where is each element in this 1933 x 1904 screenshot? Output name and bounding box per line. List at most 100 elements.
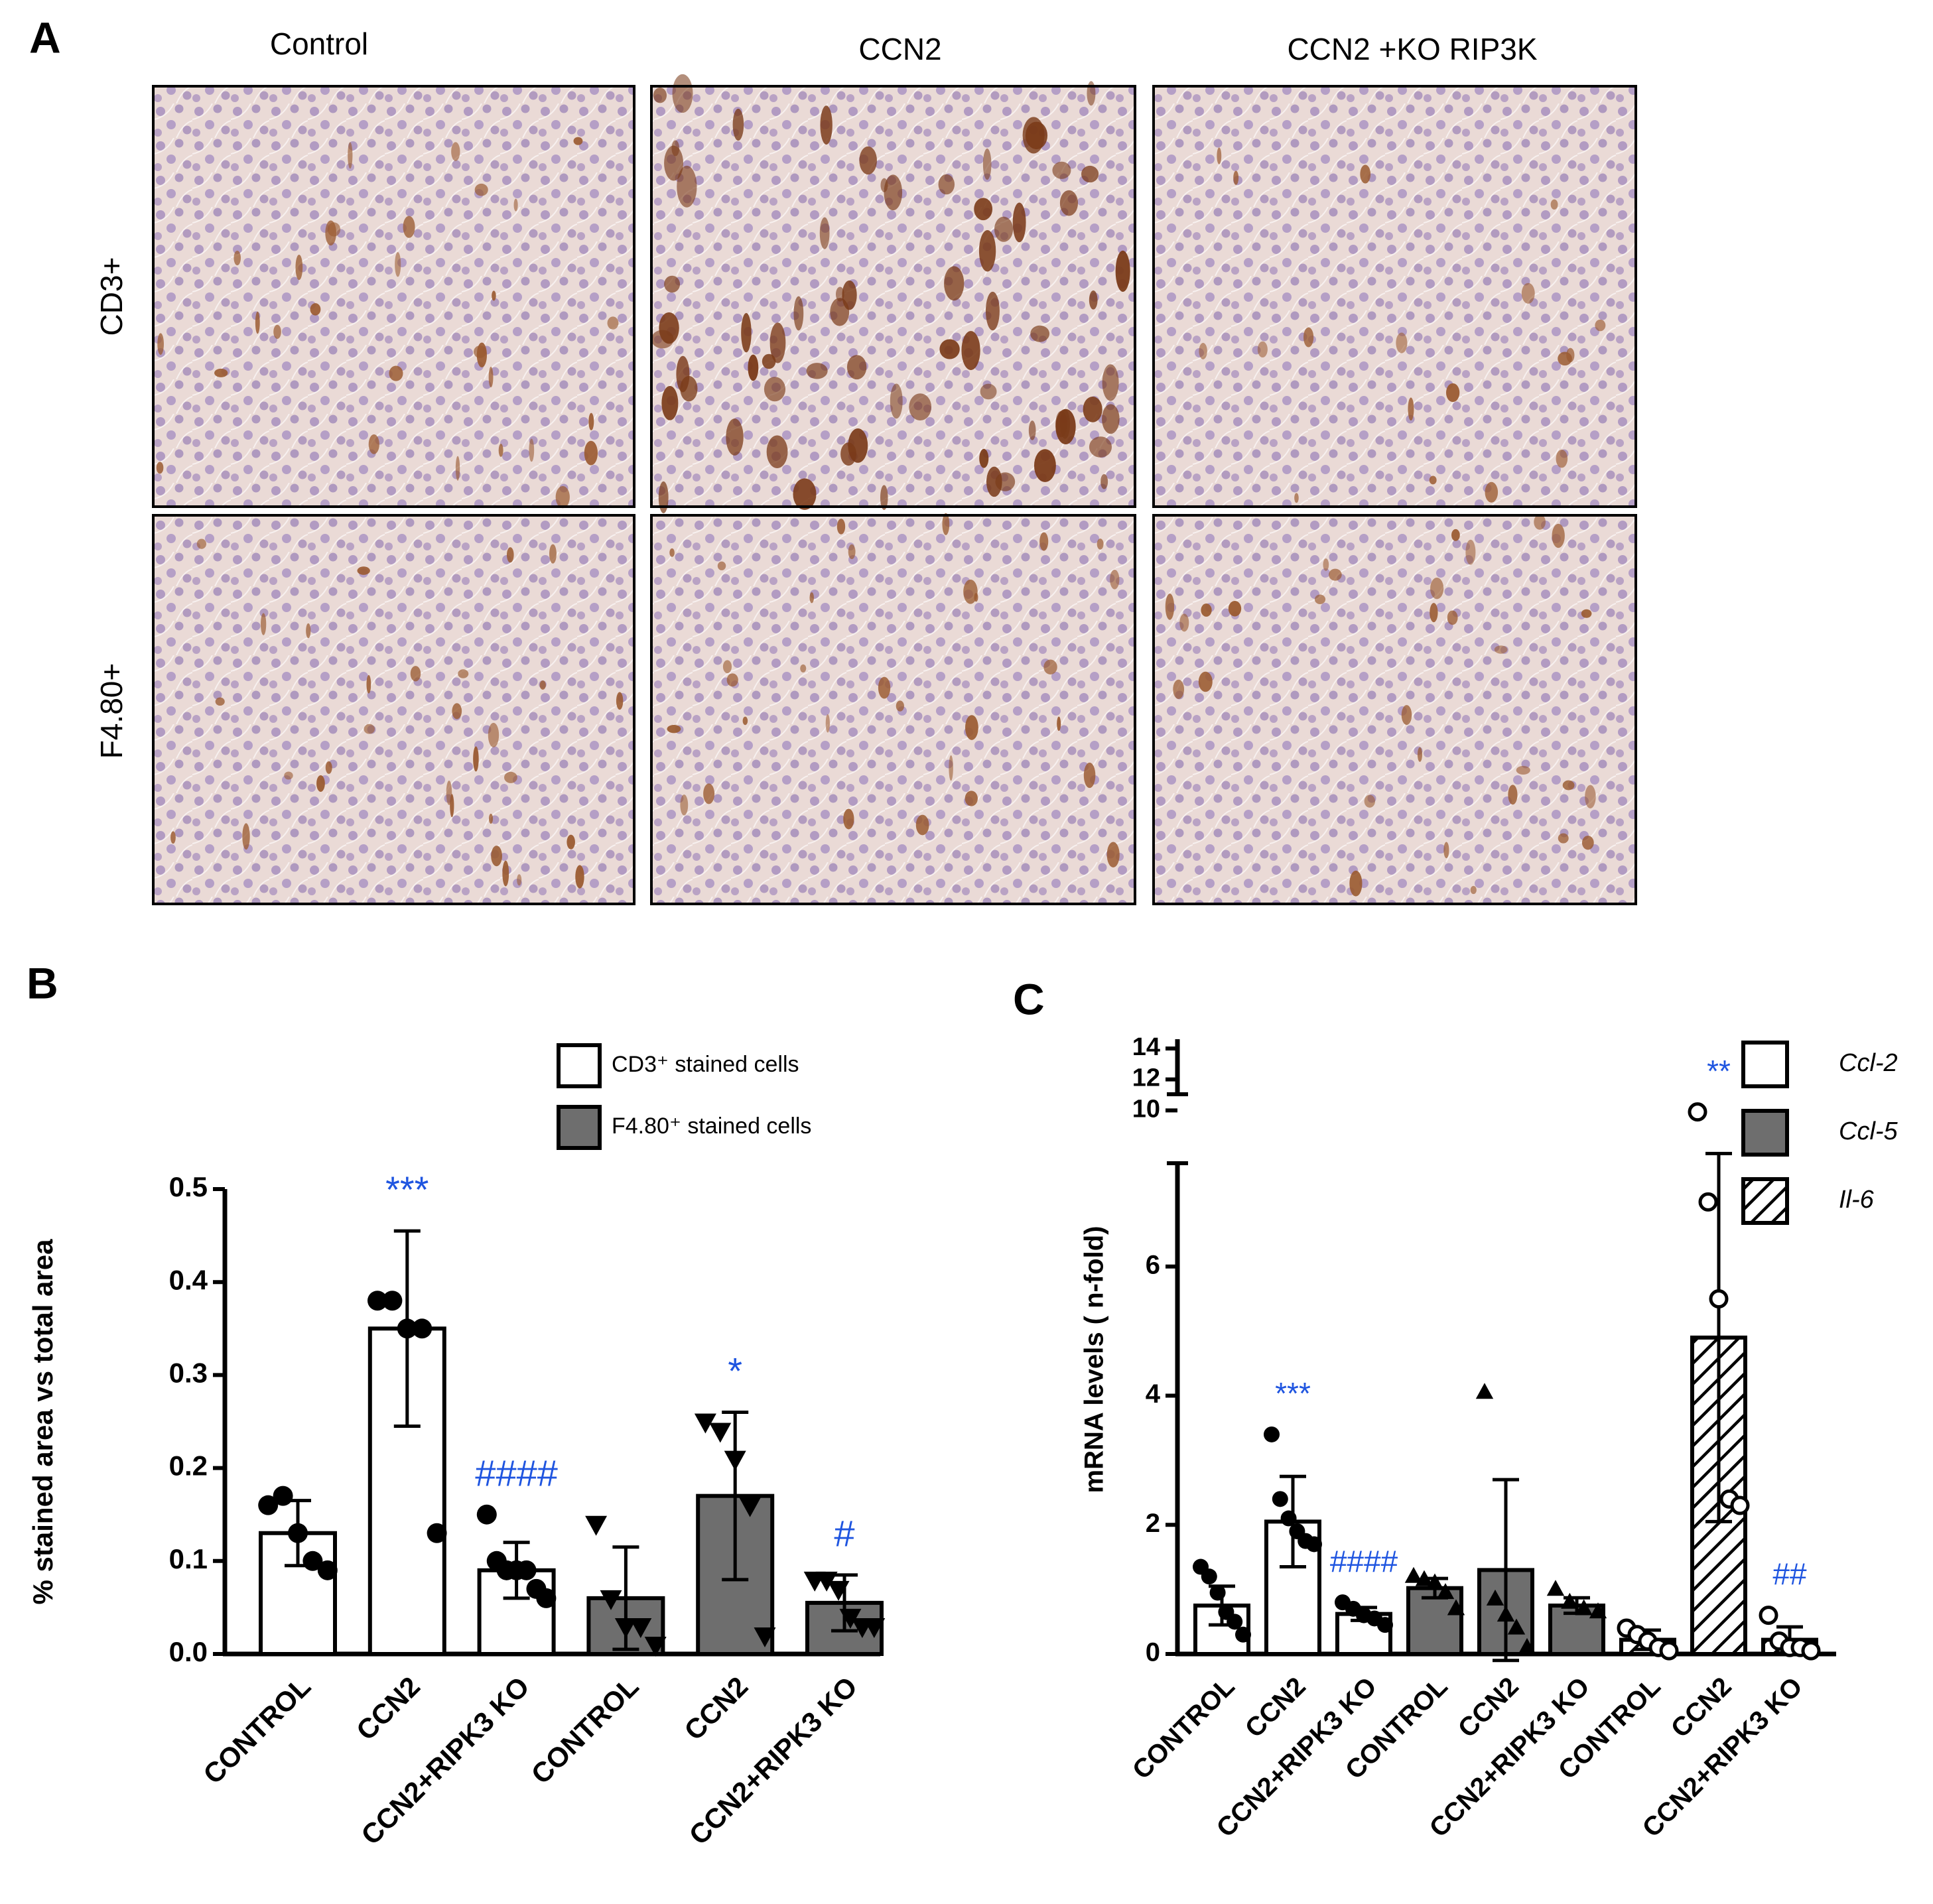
stain xyxy=(366,674,371,694)
stain xyxy=(1508,785,1518,805)
y-axis-title: mRNA levels ( n-fold) xyxy=(1080,1226,1109,1493)
data-point xyxy=(827,1580,850,1601)
stain xyxy=(859,146,877,175)
stain xyxy=(1028,420,1036,440)
stain xyxy=(1595,319,1606,332)
column-label: CCN2 +KO RIP3K xyxy=(1287,32,1537,66)
data-point xyxy=(1272,1491,1288,1507)
stain xyxy=(492,290,496,301)
stain xyxy=(157,333,164,355)
data-point xyxy=(1497,1606,1515,1622)
stain xyxy=(255,311,260,334)
stain xyxy=(1115,250,1130,292)
stain xyxy=(726,673,738,687)
stain xyxy=(978,230,996,272)
data-point xyxy=(1709,1289,1729,1308)
significance: #### xyxy=(475,1452,558,1493)
stain xyxy=(410,666,421,682)
stain xyxy=(588,413,594,430)
data-point xyxy=(1415,1570,1433,1586)
stain xyxy=(703,783,715,804)
stain xyxy=(1562,780,1575,791)
row-label: CD3+ xyxy=(94,257,129,336)
data-point xyxy=(382,1291,403,1311)
stain xyxy=(214,368,228,377)
data-point xyxy=(815,1571,838,1592)
stain xyxy=(506,547,514,563)
data-point xyxy=(1227,1614,1243,1630)
stain xyxy=(1059,190,1079,216)
stain xyxy=(974,593,978,602)
stain xyxy=(1470,885,1477,895)
stain xyxy=(680,375,698,402)
panel-label: A xyxy=(29,13,61,62)
stain xyxy=(994,216,1014,242)
stain xyxy=(1485,481,1499,503)
stain xyxy=(476,342,488,368)
stain xyxy=(575,865,584,889)
stain xyxy=(653,88,667,103)
micrograph-texture xyxy=(651,86,1135,507)
stain xyxy=(846,355,867,380)
stain xyxy=(1396,332,1408,353)
stain xyxy=(819,217,830,249)
data-point xyxy=(1561,1592,1579,1609)
stain xyxy=(1465,539,1476,565)
legend-swatch xyxy=(557,1043,602,1088)
stain xyxy=(848,544,856,560)
stain xyxy=(273,324,281,339)
stain xyxy=(669,548,675,557)
stain xyxy=(1494,645,1508,654)
data-point xyxy=(1507,1618,1526,1635)
stain xyxy=(1110,570,1120,590)
y-tick-label: 6 xyxy=(1146,1250,1160,1279)
data-point xyxy=(1404,1566,1423,1583)
stain xyxy=(1173,679,1185,699)
stain xyxy=(446,781,452,805)
stain xyxy=(1558,351,1572,366)
stain xyxy=(1102,364,1119,401)
legend-label: CD3⁺ stained cells xyxy=(612,1052,799,1077)
stain xyxy=(1043,659,1057,675)
stain xyxy=(1364,794,1376,808)
stain xyxy=(567,834,575,850)
x-tick-label: CONTROL xyxy=(197,1671,316,1790)
micrograph-frame xyxy=(650,85,1136,508)
stain xyxy=(835,286,844,302)
stain xyxy=(403,216,415,238)
stain xyxy=(1033,449,1056,482)
stain xyxy=(1083,396,1102,422)
micrograph-texture xyxy=(1154,515,1636,904)
data-point xyxy=(1436,1583,1455,1600)
stain xyxy=(1228,601,1242,617)
data-point xyxy=(1209,1584,1226,1601)
data-point xyxy=(1280,1510,1297,1527)
panel-label: B xyxy=(27,958,58,1007)
y-axis-title: % stained area vs total area xyxy=(27,1239,58,1605)
stain xyxy=(667,725,681,733)
significance: ** xyxy=(1707,1054,1731,1088)
stain xyxy=(963,579,978,604)
stain xyxy=(896,700,904,712)
stain xyxy=(316,775,325,792)
stain xyxy=(452,703,462,720)
stain xyxy=(1100,474,1108,489)
stain xyxy=(661,386,679,420)
stain xyxy=(1039,532,1049,551)
stain xyxy=(325,761,332,774)
stain xyxy=(1516,765,1530,775)
stain xyxy=(825,714,830,733)
data-point xyxy=(1264,1426,1280,1442)
data-point xyxy=(427,1523,447,1543)
stain xyxy=(769,322,786,363)
stain xyxy=(1106,842,1120,867)
stain xyxy=(368,434,379,454)
data-point xyxy=(1235,1626,1251,1643)
stain xyxy=(1556,450,1568,468)
micrograph-texture xyxy=(153,86,634,507)
stain xyxy=(732,108,744,141)
data-point xyxy=(1546,1580,1565,1596)
data-point xyxy=(1426,1573,1444,1590)
stain xyxy=(680,794,689,816)
